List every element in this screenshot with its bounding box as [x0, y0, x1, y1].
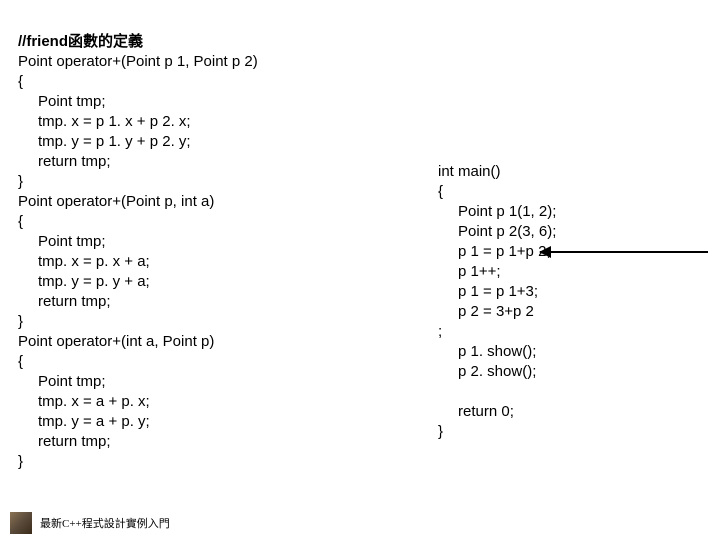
main-line4: p 1++; [438, 262, 556, 282]
main-signature: int main() [438, 163, 501, 180]
footer-text: 最新C++程式設計實例入門 [40, 515, 170, 531]
func2-signature: Point operator+(Point p, int a) [18, 193, 214, 210]
footer: 最新C++程式設計實例入門 [10, 512, 170, 534]
brace-open: { [438, 183, 443, 200]
main-line6: p 2 = 3+p 2 [438, 302, 556, 322]
main-line2: Point p 2(3, 6); [438, 222, 556, 242]
brace-open: { [18, 73, 23, 90]
f1-line2: tmp. x = p 1. x + p 2. x; [18, 112, 258, 132]
main-line1: Point p 1(1, 2); [438, 202, 556, 222]
brace-close: } [18, 313, 23, 330]
main-line8: p 2. show(); [438, 362, 556, 382]
right-code-block: int main() { Point p 1(1, 2);Point p 2(3… [438, 142, 556, 442]
f2-line3: tmp. y = p. y + a; [18, 272, 258, 292]
f2-line1: Point tmp; [18, 232, 258, 252]
arrow-icon [540, 251, 708, 253]
f3-line1: Point tmp; [18, 372, 258, 392]
main-line6b: ; [438, 323, 442, 340]
main-line9: return 0; [438, 402, 556, 422]
f1-line4: return tmp; [18, 152, 258, 172]
friend-comment: //friend函數的定義 [18, 33, 143, 50]
func3-signature: Point operator+(int a, Point p) [18, 333, 214, 350]
publisher-logo-icon [10, 512, 32, 534]
f1-line1: Point tmp; [18, 92, 258, 112]
brace-open: { [18, 353, 23, 370]
brace-open: { [18, 213, 23, 230]
f3-line4: return tmp; [18, 432, 258, 452]
f3-line2: tmp. x = a + p. x; [18, 392, 258, 412]
f1-line3: tmp. y = p 1. y + p 2. y; [18, 132, 258, 152]
f3-line3: tmp. y = a + p. y; [18, 412, 258, 432]
left-code-block: //friend函數的定義 Point operator+(Point p 1,… [18, 12, 258, 472]
f2-line4: return tmp; [18, 292, 258, 312]
main-line7: p 1. show(); [438, 342, 556, 362]
func1-signature: Point operator+(Point p 1, Point p 2) [18, 53, 258, 70]
main-line5: p 1 = p 1+3; [438, 282, 556, 302]
brace-close: } [18, 173, 23, 190]
brace-close: } [438, 423, 443, 440]
brace-close: } [18, 453, 23, 470]
f2-line2: tmp. x = p. x + a; [18, 252, 258, 272]
